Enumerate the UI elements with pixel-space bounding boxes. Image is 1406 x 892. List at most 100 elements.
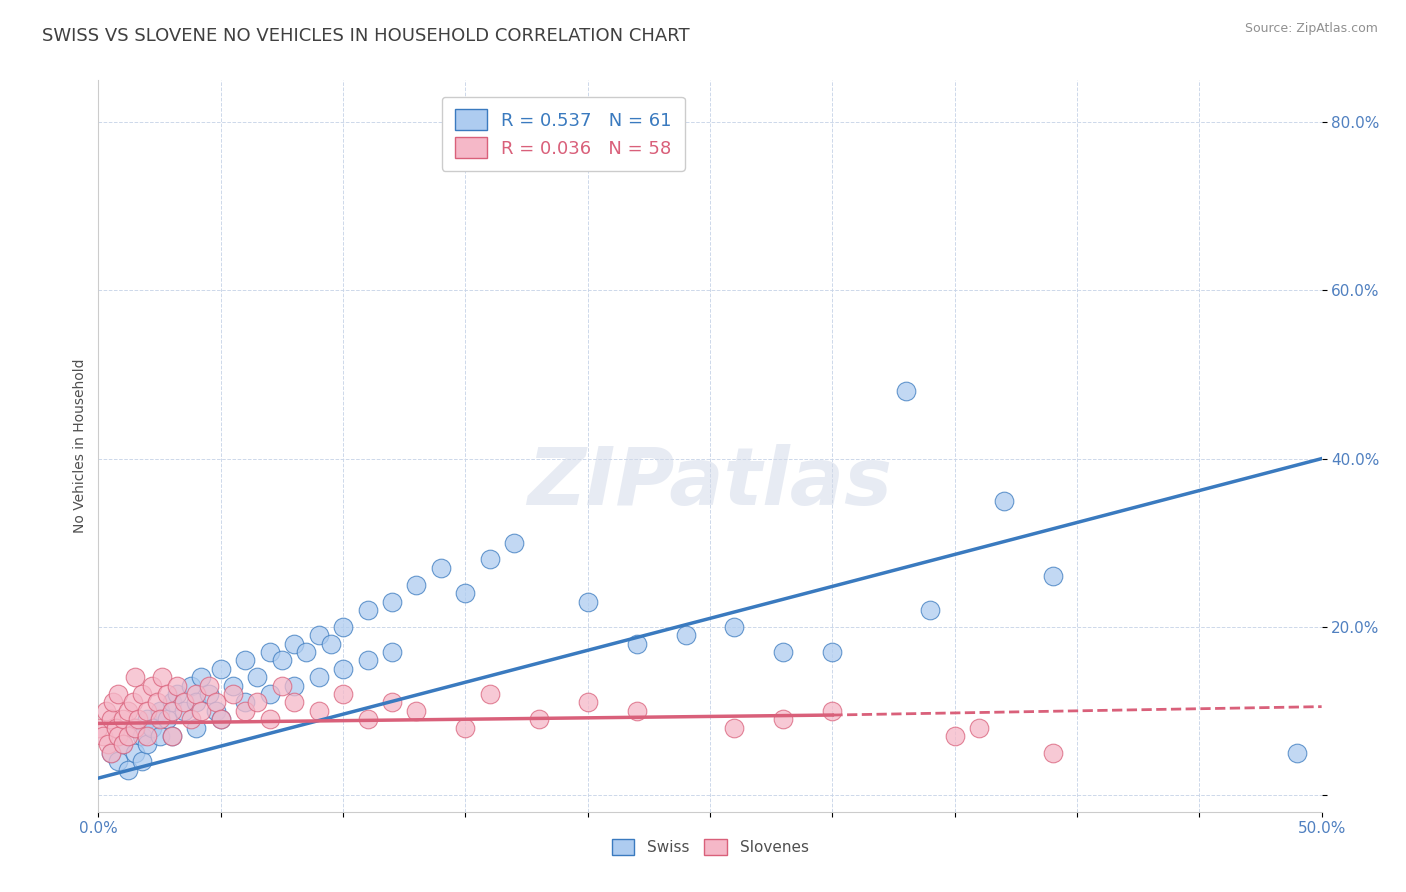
Text: ZIPatlas: ZIPatlas (527, 443, 893, 522)
Point (100, 746, 122, 760)
Point (111, 738, 134, 752)
Point (131, 754, 153, 768)
Point (197, 679, 219, 693)
Point (821, 704, 844, 718)
Point (723, 721, 745, 735)
Point (332, 687, 354, 701)
Point (430, 561, 453, 575)
Point (136, 729, 159, 743)
Point (166, 679, 188, 693)
Text: Source: ZipAtlas.com: Source: ZipAtlas.com (1244, 22, 1378, 36)
Point (150, 670, 173, 684)
Point (180, 712, 202, 726)
Point (97, 738, 120, 752)
Point (160, 729, 183, 743)
Point (405, 704, 427, 718)
Point (920, 603, 942, 617)
Point (967, 721, 990, 735)
Point (222, 679, 245, 693)
Point (283, 636, 305, 650)
Point (205, 695, 228, 709)
Point (166, 687, 188, 701)
Point (117, 704, 139, 718)
Legend: Swiss, Slovenes: Swiss, Slovenes (603, 831, 817, 863)
Point (160, 729, 183, 743)
Point (100, 712, 122, 726)
Point (259, 645, 281, 659)
Point (149, 704, 172, 718)
Point (107, 687, 129, 701)
Point (332, 620, 354, 634)
Point (821, 645, 844, 659)
Point (127, 712, 149, 726)
Point (149, 712, 172, 726)
Point (209, 662, 232, 676)
Point (308, 628, 330, 642)
Text: SWISS VS SLOVENE NO VEHICLES IN HOUSEHOLD CORRELATION CHART: SWISS VS SLOVENE NO VEHICLES IN HOUSEHOL… (42, 27, 690, 45)
Point (146, 695, 169, 709)
Point (186, 721, 208, 735)
Point (356, 653, 378, 667)
Point (894, 384, 917, 399)
Point (405, 578, 427, 592)
Point (943, 729, 966, 743)
Y-axis label: No Vehicles in Household: No Vehicles in Household (73, 359, 87, 533)
Point (209, 712, 232, 726)
Point (1286, 746, 1309, 760)
Point (259, 712, 281, 726)
Point (209, 712, 232, 726)
Point (626, 704, 648, 718)
Point (180, 679, 202, 693)
Point (576, 695, 599, 709)
Point (136, 738, 159, 752)
Point (295, 645, 318, 659)
Point (381, 645, 404, 659)
Point (117, 763, 139, 777)
Point (772, 712, 794, 726)
Point (454, 721, 477, 735)
Point (233, 653, 256, 667)
Point (94, 704, 117, 718)
Point (131, 729, 153, 743)
Point (124, 721, 146, 735)
Point (222, 687, 245, 701)
Point (186, 687, 208, 701)
Point (772, 645, 794, 659)
Point (121, 695, 143, 709)
Point (190, 704, 212, 718)
Point (107, 729, 129, 743)
Point (478, 687, 501, 701)
Point (283, 695, 305, 709)
Point (478, 552, 501, 566)
Point (156, 687, 179, 701)
Point (308, 704, 330, 718)
Point (111, 712, 134, 726)
Point (576, 594, 599, 608)
Point (454, 586, 477, 600)
Point (993, 493, 1015, 508)
Point (527, 712, 550, 726)
Point (270, 653, 294, 667)
Point (259, 687, 281, 701)
Point (503, 535, 526, 549)
Point (186, 695, 208, 709)
Point (356, 603, 378, 617)
Point (136, 712, 159, 726)
Point (205, 704, 228, 718)
Point (160, 704, 183, 718)
Point (101, 695, 124, 709)
Point (1042, 569, 1064, 583)
Point (381, 594, 404, 608)
Point (173, 695, 195, 709)
Point (675, 628, 697, 642)
Point (723, 620, 745, 634)
Point (270, 679, 294, 693)
Point (197, 687, 219, 701)
Point (332, 662, 354, 676)
Point (131, 687, 153, 701)
Point (160, 695, 183, 709)
Point (136, 704, 159, 718)
Point (233, 704, 256, 718)
Point (626, 636, 648, 650)
Point (149, 729, 172, 743)
